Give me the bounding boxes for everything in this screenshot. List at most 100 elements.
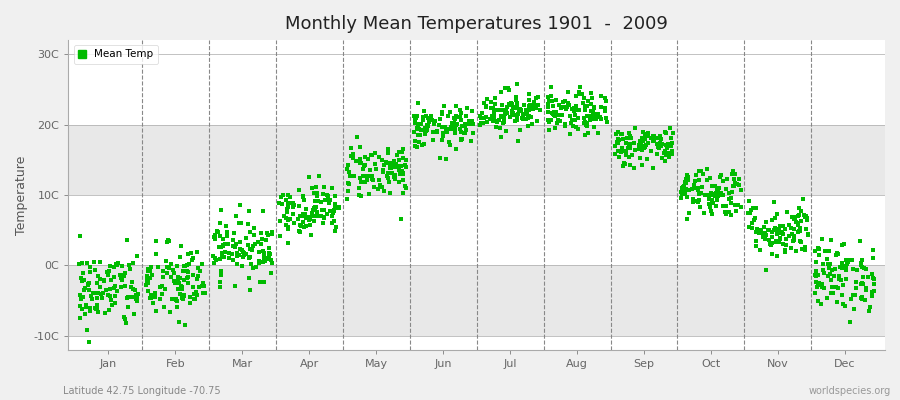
Point (497, 115, 511, 121)
Point (587, 104, 601, 110)
Point (155, 283, 169, 290)
Point (107, 264, 122, 270)
Point (798, 213, 813, 219)
Point (113, 275, 128, 281)
Point (304, 232, 319, 239)
Point (541, 101, 555, 107)
Point (693, 204, 707, 210)
Point (318, 197, 332, 203)
Point (206, 253, 220, 259)
Point (375, 157, 390, 164)
Point (241, 255, 256, 262)
Point (787, 214, 801, 220)
Point (214, 268, 229, 275)
Point (549, 97, 563, 104)
Point (514, 107, 528, 114)
Point (700, 192, 715, 198)
Point (562, 102, 576, 108)
Point (716, 192, 731, 198)
Point (767, 199, 781, 206)
Point (328, 202, 343, 208)
Point (798, 214, 813, 220)
Point (761, 237, 776, 244)
Point (126, 286, 140, 292)
Point (676, 184, 690, 190)
Point (511, 108, 526, 114)
Point (855, 264, 869, 270)
Point (824, 261, 838, 267)
Point (580, 120, 594, 127)
Point (143, 268, 157, 274)
Point (682, 210, 697, 216)
Point (652, 145, 666, 152)
Point (510, 138, 525, 144)
Point (140, 273, 154, 280)
Point (433, 155, 447, 162)
Point (297, 197, 311, 204)
Point (144, 292, 158, 298)
Point (598, 107, 612, 113)
Point (501, 87, 516, 93)
Point (174, 243, 188, 249)
Point (77, 285, 92, 292)
Point (207, 255, 221, 262)
Point (146, 300, 160, 306)
Point (733, 176, 747, 182)
Point (498, 84, 512, 91)
Point (638, 144, 652, 150)
Point (365, 176, 380, 182)
Point (362, 191, 376, 198)
Point (112, 272, 127, 278)
Point (577, 120, 591, 126)
Point (522, 102, 536, 108)
Point (169, 263, 184, 270)
Point (781, 233, 796, 239)
Point (302, 222, 317, 228)
Point (637, 136, 652, 142)
Point (283, 194, 297, 201)
Point (425, 117, 439, 123)
Point (346, 154, 360, 160)
Point (691, 168, 706, 174)
Point (261, 232, 275, 239)
Point (460, 105, 474, 111)
Point (867, 281, 881, 287)
Point (163, 308, 177, 315)
Point (553, 118, 567, 124)
Point (719, 211, 733, 218)
Point (419, 112, 434, 119)
Point (292, 212, 307, 219)
Point (341, 162, 356, 168)
Point (230, 261, 245, 268)
Point (489, 101, 503, 108)
Point (147, 292, 161, 298)
Point (72, 292, 86, 298)
Point (598, 105, 613, 111)
Point (854, 280, 868, 287)
Point (123, 284, 138, 290)
Point (686, 196, 700, 202)
Point (749, 204, 763, 211)
Point (385, 170, 400, 176)
Point (794, 218, 808, 224)
Point (695, 184, 709, 190)
Point (140, 268, 155, 274)
Point (621, 145, 635, 151)
Point (356, 172, 370, 179)
Point (368, 166, 382, 172)
Point (473, 122, 488, 128)
Point (380, 173, 394, 179)
Point (142, 295, 157, 301)
Point (140, 278, 155, 284)
Point (228, 283, 242, 289)
Point (281, 226, 295, 232)
Point (232, 252, 247, 258)
Point (423, 113, 437, 119)
Point (264, 257, 278, 264)
Point (263, 251, 277, 257)
Point (219, 223, 233, 230)
Point (665, 151, 680, 157)
Point (787, 233, 801, 239)
Point (569, 103, 583, 110)
Point (634, 146, 649, 153)
